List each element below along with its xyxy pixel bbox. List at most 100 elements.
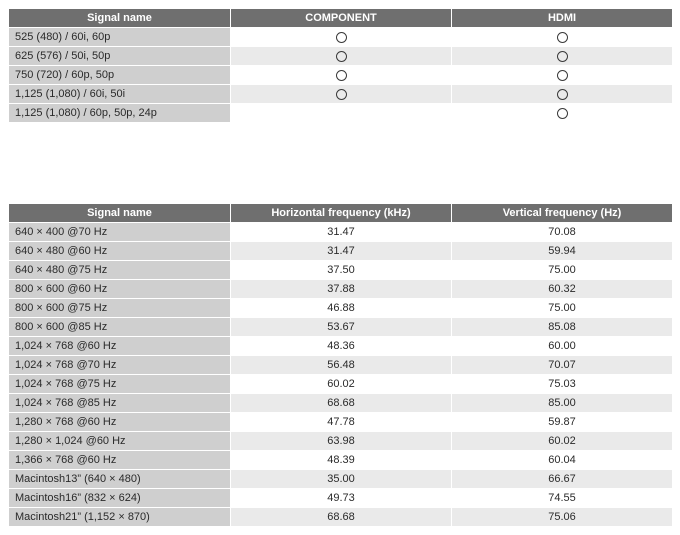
horizontal-cell: 68.68 <box>231 508 452 527</box>
signal-cell: 1,024 × 768 @70 Hz <box>9 356 231 375</box>
vertical-cell: 70.08 <box>452 223 673 242</box>
signal-cell: 1,125 (1,080) / 60i, 50i <box>9 85 231 104</box>
col-header-horizontal: Horizontal frequency (kHz) <box>231 204 452 223</box>
horizontal-cell: 46.88 <box>231 299 452 318</box>
signal-cell: 1,366 × 768 @60 Hz <box>9 451 231 470</box>
signal-cell: 640 × 400 @70 Hz <box>9 223 231 242</box>
supported-icon <box>557 108 568 119</box>
hdmi-cell <box>452 85 673 104</box>
supported-icon <box>557 70 568 81</box>
vertical-cell: 75.03 <box>452 375 673 394</box>
hdmi-cell <box>452 28 673 47</box>
signal-cell: 625 (576) / 50i, 50p <box>9 47 231 66</box>
supported-icon <box>336 32 347 43</box>
supported-icon <box>557 51 568 62</box>
signal-cell: 800 × 600 @85 Hz <box>9 318 231 337</box>
table-row: 640 × 400 @70 Hz31.4770.08 <box>9 223 673 242</box>
signal-cell: Macintosh13” (640 × 480) <box>9 470 231 489</box>
signal-cell: 800 × 600 @60 Hz <box>9 280 231 299</box>
signal-cell: 525 (480) / 60i, 60p <box>9 28 231 47</box>
signal-cell: 1,280 × 768 @60 Hz <box>9 413 231 432</box>
table-row: 1,024 × 768 @85 Hz68.6885.00 <box>9 394 673 413</box>
vertical-cell: 75.00 <box>452 299 673 318</box>
table-row: 1,024 × 768 @75 Hz60.0275.03 <box>9 375 673 394</box>
horizontal-cell: 37.50 <box>231 261 452 280</box>
vertical-cell: 70.07 <box>452 356 673 375</box>
signal-cell: 640 × 480 @60 Hz <box>9 242 231 261</box>
component-cell <box>231 66 452 85</box>
signal-cell: 800 × 600 @75 Hz <box>9 299 231 318</box>
horizontal-cell: 35.00 <box>231 470 452 489</box>
hdmi-cell <box>452 66 673 85</box>
vertical-cell: 59.94 <box>452 242 673 261</box>
horizontal-cell: 31.47 <box>231 223 452 242</box>
vertical-cell: 75.00 <box>452 261 673 280</box>
component-cell <box>231 104 452 123</box>
frequency-table: Signal name Horizontal frequency (kHz) V… <box>8 203 673 527</box>
col-header-hdmi: HDMI <box>452 9 673 28</box>
table-row: 525 (480) / 60i, 60p <box>9 28 673 47</box>
component-cell <box>231 47 452 66</box>
vertical-cell: 74.55 <box>452 489 673 508</box>
table-row: 1,024 × 768 @70 Hz56.4870.07 <box>9 356 673 375</box>
vertical-cell: 66.67 <box>452 470 673 489</box>
component-cell <box>231 85 452 104</box>
vertical-cell: 60.02 <box>452 432 673 451</box>
horizontal-cell: 47.78 <box>231 413 452 432</box>
supported-icon <box>557 89 568 100</box>
horizontal-cell: 49.73 <box>231 489 452 508</box>
vertical-cell: 60.32 <box>452 280 673 299</box>
table-row: 800 × 600 @85 Hz53.6785.08 <box>9 318 673 337</box>
vertical-cell: 75.06 <box>452 508 673 527</box>
table-row: 800 × 600 @60 Hz37.8860.32 <box>9 280 673 299</box>
signal-cell: 1,024 × 768 @85 Hz <box>9 394 231 413</box>
horizontal-cell: 63.98 <box>231 432 452 451</box>
vertical-cell: 85.08 <box>452 318 673 337</box>
table-row: 1,125 (1,080) / 60p, 50p, 24p <box>9 104 673 123</box>
vertical-cell: 60.00 <box>452 337 673 356</box>
signal-compatibility-table: Signal name COMPONENT HDMI 525 (480) / 6… <box>8 8 673 123</box>
vertical-cell: 59.87 <box>452 413 673 432</box>
hdmi-cell <box>452 47 673 66</box>
vertical-cell: 60.04 <box>452 451 673 470</box>
horizontal-cell: 56.48 <box>231 356 452 375</box>
vertical-cell: 85.00 <box>452 394 673 413</box>
supported-icon <box>557 32 568 43</box>
table-row: Macintosh21” (1,152 × 870)68.6875.06 <box>9 508 673 527</box>
signal-cell: 1,024 × 768 @75 Hz <box>9 375 231 394</box>
table-row: 640 × 480 @60 Hz31.4759.94 <box>9 242 673 261</box>
table-row: 625 (576) / 50i, 50p <box>9 47 673 66</box>
signal-cell: 1,024 × 768 @60 Hz <box>9 337 231 356</box>
supported-icon <box>336 89 347 100</box>
horizontal-cell: 53.67 <box>231 318 452 337</box>
component-cell <box>231 28 452 47</box>
horizontal-cell: 68.68 <box>231 394 452 413</box>
signal-cell: Macintosh16” (832 × 624) <box>9 489 231 508</box>
signal-cell: 640 × 480 @75 Hz <box>9 261 231 280</box>
table-row: 750 (720) / 60p, 50p <box>9 66 673 85</box>
signal-cell: Macintosh21” (1,152 × 870) <box>9 508 231 527</box>
col-header-component: COMPONENT <box>231 9 452 28</box>
hdmi-cell <box>452 104 673 123</box>
table-row: 640 × 480 @75 Hz37.5075.00 <box>9 261 673 280</box>
col-header-vertical: Vertical frequency (Hz) <box>452 204 673 223</box>
horizontal-cell: 48.36 <box>231 337 452 356</box>
table-row: Macintosh16” (832 × 624)49.7374.55 <box>9 489 673 508</box>
supported-icon <box>336 51 347 62</box>
col-header-signal: Signal name <box>9 9 231 28</box>
table-row: 1,366 × 768 @60 Hz48.3960.04 <box>9 451 673 470</box>
table-row: 1,280 × 1,024 @60 Hz63.9860.02 <box>9 432 673 451</box>
signal-cell: 1,280 × 1,024 @60 Hz <box>9 432 231 451</box>
signal-cell: 750 (720) / 60p, 50p <box>9 66 231 85</box>
horizontal-cell: 31.47 <box>231 242 452 261</box>
col-header-signal: Signal name <box>9 204 231 223</box>
table-row: Macintosh13” (640 × 480)35.0066.67 <box>9 470 673 489</box>
table-row: 1,024 × 768 @60 Hz48.3660.00 <box>9 337 673 356</box>
table-row: 800 × 600 @75 Hz46.8875.00 <box>9 299 673 318</box>
horizontal-cell: 48.39 <box>231 451 452 470</box>
supported-icon <box>336 70 347 81</box>
table-row: 1,125 (1,080) / 60i, 50i <box>9 85 673 104</box>
horizontal-cell: 60.02 <box>231 375 452 394</box>
horizontal-cell: 37.88 <box>231 280 452 299</box>
table-row: 1,280 × 768 @60 Hz47.7859.87 <box>9 413 673 432</box>
